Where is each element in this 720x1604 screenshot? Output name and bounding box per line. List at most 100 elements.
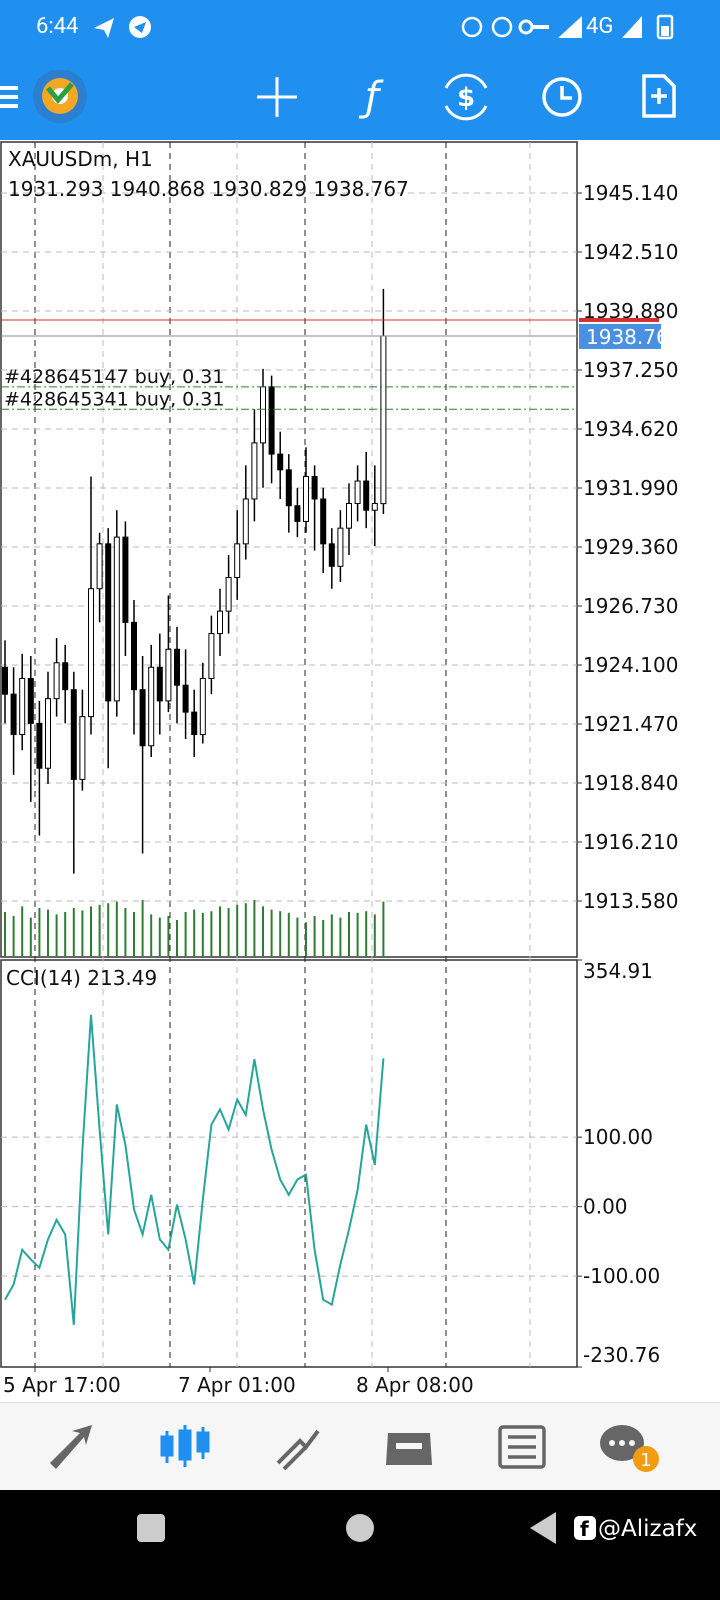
y-tick-label: 1926.730 [583, 594, 678, 618]
ohlc-low: 1930.829 [212, 177, 307, 201]
y-tick-label: 1945.140 [583, 181, 678, 205]
status-icons-right [461, 16, 582, 38]
chart-background [0, 140, 720, 1402]
app-logo[interactable] [33, 69, 87, 123]
timeframe-button[interactable] [542, 77, 582, 117]
candle-body [174, 648, 180, 686]
y-tick-label: 0.00 [583, 1195, 628, 1219]
candle-body [285, 469, 292, 507]
ohlc-open: 1931.293 [8, 177, 103, 201]
candle-body [96, 543, 103, 590]
facebook-icon [574, 1516, 596, 1540]
network-type: 4G [586, 14, 614, 39]
candle-body [199, 677, 206, 736]
candle-body [148, 666, 155, 747]
status-icons-left [94, 16, 151, 38]
back-button[interactable] [530, 1512, 556, 1544]
candle-body [251, 442, 258, 500]
y-tick-label: -100.00 [583, 1264, 660, 1288]
candle-body [234, 543, 241, 579]
candle-body [139, 689, 146, 747]
system-nav-buttons: f @Alizafx [137, 1512, 697, 1544]
indicator-line [4, 1014, 385, 1325]
news-tab[interactable] [498, 1425, 546, 1469]
candle-body [79, 716, 86, 780]
candle-body [19, 677, 26, 736]
y-tick-label: 1931.990 [583, 476, 678, 500]
order-label: #428645147 buy, 0.31 [4, 366, 225, 388]
candle-body [363, 480, 370, 511]
indicator-name: CCI(14) [6, 966, 81, 990]
indicators-button[interactable]: ƒ [358, 74, 384, 120]
candle-body [70, 689, 77, 780]
status-bar: 6:44 4G [0, 0, 720, 70]
candle-body [113, 536, 120, 702]
candle-body [191, 711, 198, 736]
svg-text:1: 1 [640, 1450, 651, 1471]
y-tick-label: 1924.100 [583, 653, 678, 677]
candle-body [337, 527, 344, 567]
toolbar: ƒ $ [0, 69, 720, 140]
clock: 6:44 [36, 14, 79, 39]
home-button[interactable] [346, 1514, 374, 1542]
y-tick-label: 1921.470 [583, 712, 678, 736]
y-tick-label: 1937.250 [583, 358, 678, 382]
system-navigation: f @Alizafx [0, 1490, 720, 1600]
candle-body [27, 677, 34, 724]
recents-button[interactable] [137, 1514, 165, 1542]
ohlc-close: 1938.767 [313, 177, 408, 201]
candle-body [45, 698, 51, 769]
y-tick-label: 1913.580 [583, 889, 678, 913]
trade-button[interactable]: $ [444, 73, 488, 121]
candle-body [371, 502, 378, 511]
candle-body [182, 684, 189, 713]
plot-layer: 1945.1401942.5101939.8801937.2501934.620… [1, 181, 681, 1397]
y-tick-label: 1934.620 [583, 417, 678, 441]
candle-body [62, 662, 69, 691]
candle-body [53, 662, 60, 700]
candle-body [242, 498, 249, 545]
candle-body [328, 543, 335, 567]
symbol-label: XAUUSDm, H1 [8, 147, 153, 171]
candle-body [88, 588, 94, 718]
chart-tab[interactable] [160, 1425, 210, 1467]
y-tick-label: 1942.510 [583, 240, 678, 264]
candle-body [131, 621, 137, 691]
y-tick-label: 100.00 [583, 1125, 653, 1149]
candle-body [311, 476, 318, 500]
ohlc-high: 1940.868 [110, 177, 205, 201]
candle-body [156, 666, 163, 702]
y-tick-label: 1918.840 [583, 771, 678, 795]
y-tick-label: -230.76 [583, 1343, 660, 1367]
crosshair-button[interactable] [257, 77, 297, 117]
history-tab[interactable] [386, 1433, 432, 1465]
candle-body [354, 480, 361, 504]
candle-body [36, 722, 43, 769]
messages-tab[interactable]: 1 [600, 1425, 659, 1472]
x-tick-label: 8 Apr 08:00 [356, 1373, 474, 1397]
candle-body [277, 453, 284, 471]
bid-label: 1938.767 [586, 325, 681, 349]
candle-body [225, 577, 232, 612]
bid-marker [579, 323, 661, 349]
x-tick-label: 5 Apr 17:00 [3, 1373, 121, 1397]
candle-body [105, 543, 112, 702]
candle-body [268, 386, 275, 455]
candle-body [260, 386, 266, 444]
indicator-value: 213.49 [87, 966, 157, 990]
trade-tab[interactable] [276, 1429, 320, 1471]
candle-body [2, 666, 8, 695]
y-tick-label: 1916.210 [583, 830, 678, 854]
quotes-tab[interactable] [50, 1425, 92, 1469]
bottom-navigation: 1 [0, 1402, 720, 1491]
battery-icons [622, 14, 674, 40]
bottom-nav-icons: 1 [50, 1425, 659, 1472]
menu-button[interactable] [0, 86, 18, 108]
candle-body [217, 610, 223, 635]
new-order-button[interactable] [642, 74, 676, 118]
candle-body [346, 502, 352, 529]
toolbar-icons: ƒ $ [0, 69, 676, 123]
main-panel-frame [0, 141, 578, 958]
order-label: #428645341 buy, 0.31 [4, 388, 225, 410]
